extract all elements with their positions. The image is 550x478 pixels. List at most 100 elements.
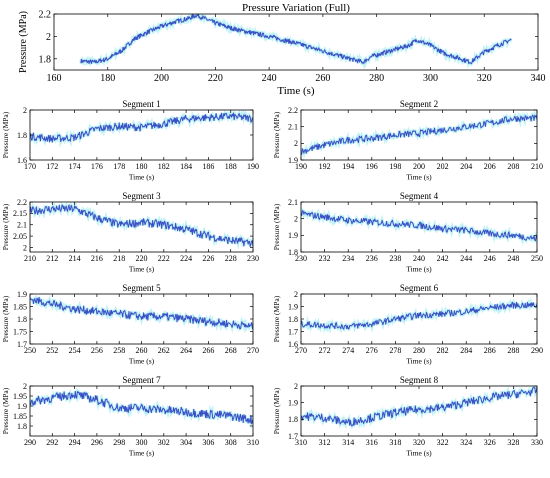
x-tick-label: 298 xyxy=(113,438,125,447)
x-tick-label: 276 xyxy=(366,346,378,355)
y-tick-label: 1.9 xyxy=(17,290,27,299)
x-tick-label: 246 xyxy=(484,254,496,263)
y-tick-label: 1.7 xyxy=(288,327,298,336)
x-tick-label: 208 xyxy=(507,162,519,171)
x-tick-label: 290 xyxy=(531,346,543,355)
y-tick-label: 2.05 xyxy=(13,232,27,241)
x-tick-label: 270 xyxy=(247,346,259,355)
x-tick-label: 300 xyxy=(136,438,148,447)
chart-panel-2: 190 192 194 196 198 200 202 204 206 208 210 1.9 2 2.1… xyxy=(272,99,543,182)
x-tick-label: 198 xyxy=(389,162,401,171)
y-tick-label: 2 xyxy=(23,243,27,252)
x-tick-label: 328 xyxy=(507,438,519,447)
y-tick-label: 1.8 xyxy=(288,415,298,424)
x-tick-label: 210 xyxy=(531,162,543,171)
x-tick-label: 240 xyxy=(413,254,425,263)
x-tick-label: 320 xyxy=(477,73,492,84)
y-tick-label: 2.1 xyxy=(17,221,27,230)
chart-title: Segment 2 xyxy=(400,99,438,109)
series-line-3 xyxy=(30,204,253,247)
y-tick-label: 1.9 xyxy=(288,302,298,311)
x-tick-label: 172 xyxy=(46,162,58,171)
y-tick-label: 1.7 xyxy=(288,432,298,441)
chart-panel-3: 210 212 214 216 218 220 222 224 226 228 230 2 2.05 2.… xyxy=(1,191,259,274)
x-tick-label: 238 xyxy=(389,254,401,263)
x-tick-label: 202 xyxy=(437,162,449,171)
x-tick-label: 186 xyxy=(202,162,214,171)
x-tick-label: 322 xyxy=(437,438,449,447)
x-tick-label: 216 xyxy=(91,254,103,263)
y-tick-label: 1.8 xyxy=(17,315,27,324)
x-tick-label: 272 xyxy=(319,346,331,355)
series-glow-0 xyxy=(79,14,513,70)
x-tick-label: 266 xyxy=(202,346,214,355)
x-tick-label: 316 xyxy=(366,438,378,447)
y-tick-label: 1.75 xyxy=(13,327,27,336)
x-axis-label: Time (s) xyxy=(406,265,432,274)
chart-panel-4: 230 232 234 236 238 240 242 244 246 248 250 1.8 1.9 2… xyxy=(272,191,543,274)
y-tick-label: 1.95 xyxy=(13,392,27,401)
y-axis-label: Pressure (MPa) xyxy=(272,387,281,434)
x-tick-label: 176 xyxy=(91,162,103,171)
x-tick-label: 286 xyxy=(484,346,496,355)
x-tick-label: 184 xyxy=(180,162,192,171)
series-line-7 xyxy=(30,390,253,425)
x-tick-label: 300 xyxy=(423,73,438,84)
x-tick-label: 188 xyxy=(225,162,237,171)
x-tick-label: 268 xyxy=(225,346,237,355)
y-tick-label: 1.8 xyxy=(288,248,298,257)
x-tick-label: 258 xyxy=(113,346,125,355)
x-tick-label: 214 xyxy=(69,254,81,263)
chart-panel-7: 290 292 294 296 298 300 302 304 306 308 310 1.81.85… xyxy=(1,375,259,458)
x-tick-label: 284 xyxy=(460,346,472,355)
y-tick-label: 1.8 xyxy=(39,54,52,65)
y-tick-label: 2 xyxy=(46,32,51,43)
x-tick-label: 256 xyxy=(91,346,103,355)
y-tick-label: 2 xyxy=(23,382,27,391)
x-tick-label: 236 xyxy=(366,254,378,263)
axes-frame-0 xyxy=(53,13,539,71)
x-tick-label: 308 xyxy=(225,438,237,447)
y-axis-label: Pressure (MPa) xyxy=(1,295,10,342)
x-axis-label: Time (s) xyxy=(277,85,315,97)
x-tick-label: 220 xyxy=(208,73,223,84)
y-tick-label: 2.2 xyxy=(39,10,52,21)
x-tick-label: 244 xyxy=(460,254,472,263)
x-tick-label: 222 xyxy=(158,254,170,263)
x-axis-label: Time (s) xyxy=(406,357,432,366)
y-axis-label: Pressure (MPa) xyxy=(272,203,281,250)
x-tick-label: 192 xyxy=(319,162,331,171)
series-glow-3 xyxy=(30,202,253,250)
x-tick-label: 288 xyxy=(507,346,519,355)
x-tick-label: 212 xyxy=(46,254,58,263)
y-tick-label: 1.9 xyxy=(288,398,298,407)
x-tick-label: 280 xyxy=(369,73,384,84)
x-tick-label: 314 xyxy=(342,438,354,447)
x-tick-label: 280 xyxy=(413,346,425,355)
x-tick-label: 254 xyxy=(69,346,81,355)
y-tick-label: 1.8 xyxy=(288,315,298,324)
chart-panel-8: 310 312 314 316 318 320 322 324 326 328 330 1.7 1.8 1… xyxy=(272,375,543,458)
y-tick-label: 1.8 xyxy=(17,131,27,140)
x-tick-label: 160 xyxy=(47,73,62,84)
x-tick-label: 340 xyxy=(531,73,546,84)
chart-title: Segment 6 xyxy=(400,283,439,293)
x-tick-label: 170 xyxy=(24,162,36,171)
x-tick-label: 200 xyxy=(154,73,169,84)
y-tick-label: 1.9 xyxy=(288,156,298,165)
x-tick-label: 204 xyxy=(460,162,472,171)
x-tick-label: 240 xyxy=(262,73,277,84)
x-tick-label: 306 xyxy=(202,438,214,447)
chart-panel-6: 270 272 274 276 278 280 282 284 286 288 290 1.6 1.7 1… xyxy=(272,283,543,366)
y-tick-label: 2 xyxy=(23,106,27,115)
x-tick-label: 210 xyxy=(24,254,36,263)
x-tick-label: 190 xyxy=(295,162,307,171)
x-tick-label: 278 xyxy=(389,346,401,355)
x-tick-label: 318 xyxy=(389,438,401,447)
x-tick-label: 182 xyxy=(158,162,170,171)
x-tick-label: 196 xyxy=(366,162,378,171)
chart-title: Segment 3 xyxy=(122,191,161,201)
chart-panel-0: 160 180 200 220 240 260 280 300 320 340 1.8 2 2.2 Pre… xyxy=(18,2,546,97)
y-tick-label: 1.9 xyxy=(288,231,298,240)
series-glow-4 xyxy=(301,207,537,246)
